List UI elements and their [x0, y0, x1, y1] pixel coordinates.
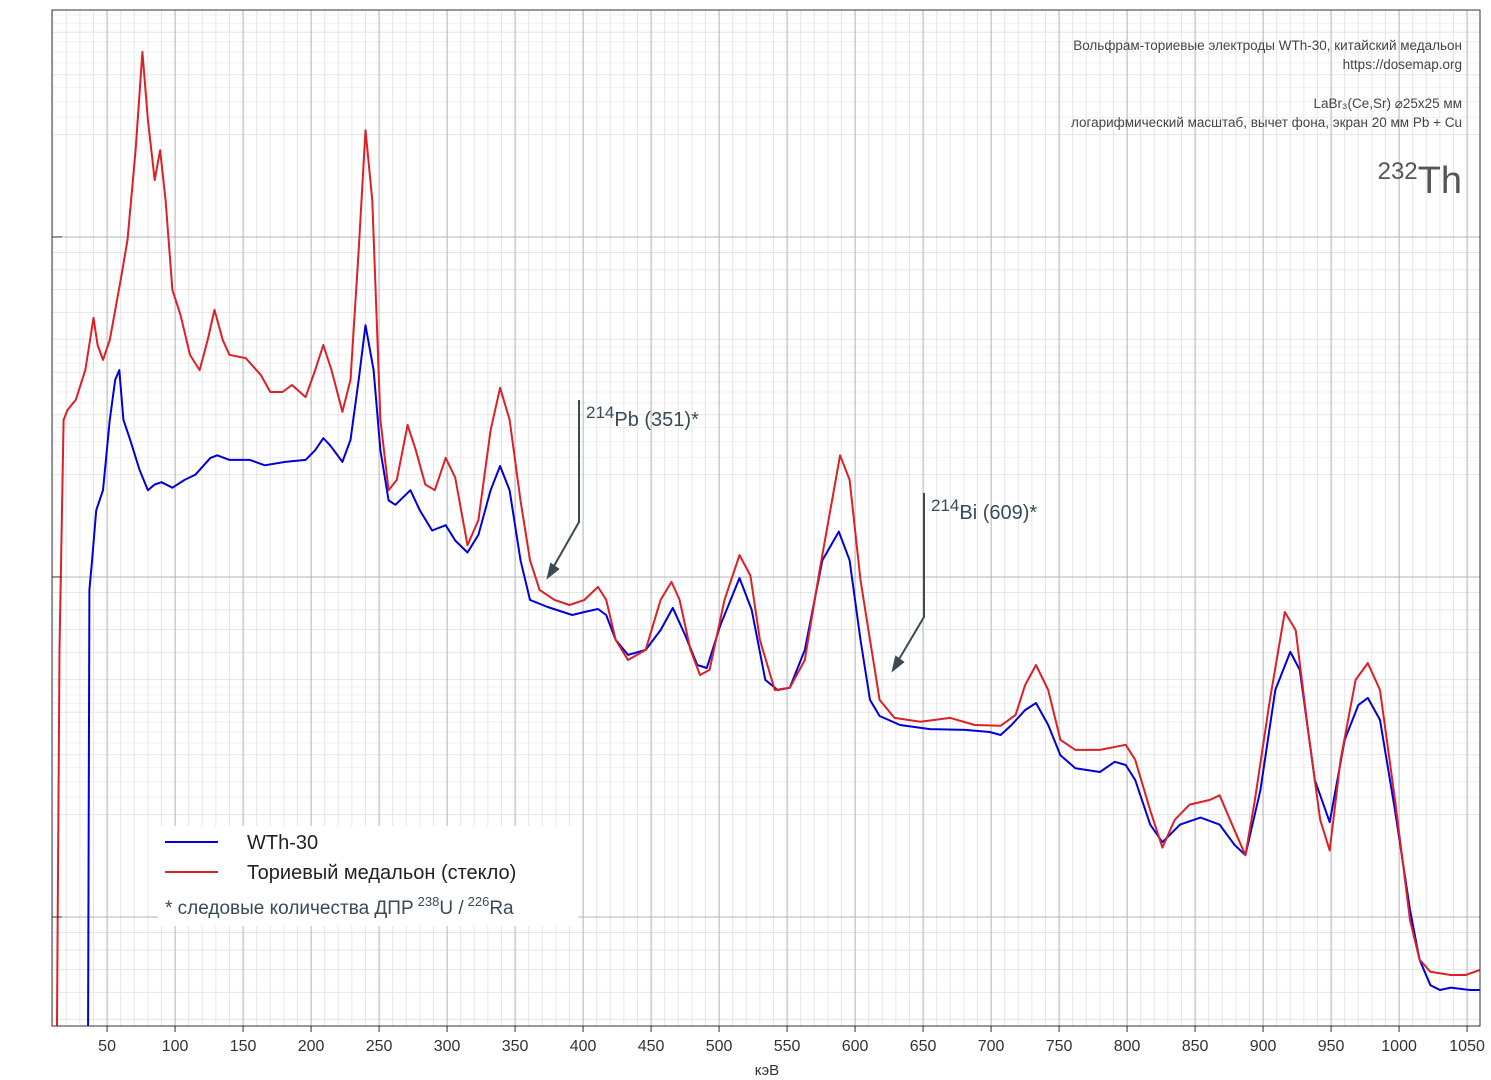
x-tick-label: 650 — [910, 1038, 937, 1055]
x-tick-label: 800 — [1114, 1038, 1141, 1055]
note-mass: 226 — [468, 894, 490, 909]
plot-frame — [51, 9, 1481, 1027]
arrow-head — [546, 562, 560, 580]
note-element: U / — [439, 898, 464, 919]
header-line: LaBr₃(Ce,Sr) ⌀25x25 мм — [1314, 96, 1463, 111]
series-line — [87, 324, 1480, 1026]
x-tick-label: 300 — [434, 1038, 461, 1055]
annotation-text: Bi (609)* — [959, 502, 1037, 524]
legend: WTh-30 Ториевый медальон (стекло) — [158, 826, 578, 926]
note-element: Ra — [489, 898, 514, 919]
axis: 50 100 150 200 250 300 350 400 450 500 550 600 650 70… — [52, 236, 1485, 1055]
series-line — [55, 51, 1480, 1026]
header-line: Вольфрам-ториевые электроды WTh-30, кита… — [1073, 38, 1462, 53]
x-tick-label: 450 — [638, 1038, 665, 1055]
x-tick-label: 900 — [1250, 1038, 1277, 1055]
annotation: 214Pb (351)* — [586, 403, 699, 431]
legend-label: WTh-30 — [247, 832, 318, 854]
arrow-line — [894, 493, 925, 667]
grid — [52, 10, 1480, 1026]
x-tick-label: 550 — [774, 1038, 801, 1055]
x-tick-label: 350 — [502, 1038, 529, 1055]
x-tick-label: 1050 — [1449, 1038, 1485, 1055]
x-tick-label: 400 — [570, 1038, 597, 1055]
x-tick-label: 850 — [1182, 1038, 1209, 1055]
x-tick-label: 700 — [978, 1038, 1005, 1055]
annotation: 214Bi (609)* — [931, 496, 1037, 524]
x-tick-label: 500 — [706, 1038, 733, 1055]
plot-lines — [55, 51, 1480, 1026]
x-tick-label: 1000 — [1381, 1038, 1417, 1055]
legend-box — [158, 826, 578, 926]
x-tick-label: 750 — [1046, 1038, 1073, 1055]
x-tick-label: 950 — [1318, 1038, 1345, 1055]
isotope-mass: 232 — [1378, 158, 1418, 185]
x-tick-label: 250 — [366, 1038, 393, 1055]
isotope-symbol: Th — [1418, 160, 1462, 202]
x-tick-label: 50 — [98, 1038, 116, 1055]
header-line: логарифмический масштаб, вычет фона, экр… — [1071, 115, 1462, 130]
isotope-label: 232Th — [1378, 158, 1462, 202]
annotation-mass: 214 — [586, 403, 614, 422]
legend-label: Ториевый медальон (стекло) — [247, 862, 516, 884]
annotation-mass: 214 — [931, 496, 959, 515]
arrow-line — [549, 400, 580, 574]
arrow-head — [891, 655, 905, 673]
annotation-text: Pb (351)* — [614, 409, 699, 431]
note-mass: 238 — [418, 894, 440, 909]
x-tick-label: 150 — [230, 1038, 257, 1055]
x-tick-label: 100 — [162, 1038, 189, 1055]
legend-note: * следовые количества ДПР 238U / 226Ra — [165, 894, 514, 919]
x-tick-label: 600 — [842, 1038, 869, 1055]
x-tick-label: 200 — [298, 1038, 325, 1055]
header: Вольфрам-ториевые электроды WTh-30, кита… — [1071, 38, 1462, 202]
annotation-arrow — [546, 400, 925, 673]
header-line: https://dosemap.org — [1343, 57, 1462, 72]
x-axis-label: кэВ — [755, 1062, 779, 1079]
note-text: * следовые количества ДПР — [165, 898, 414, 919]
